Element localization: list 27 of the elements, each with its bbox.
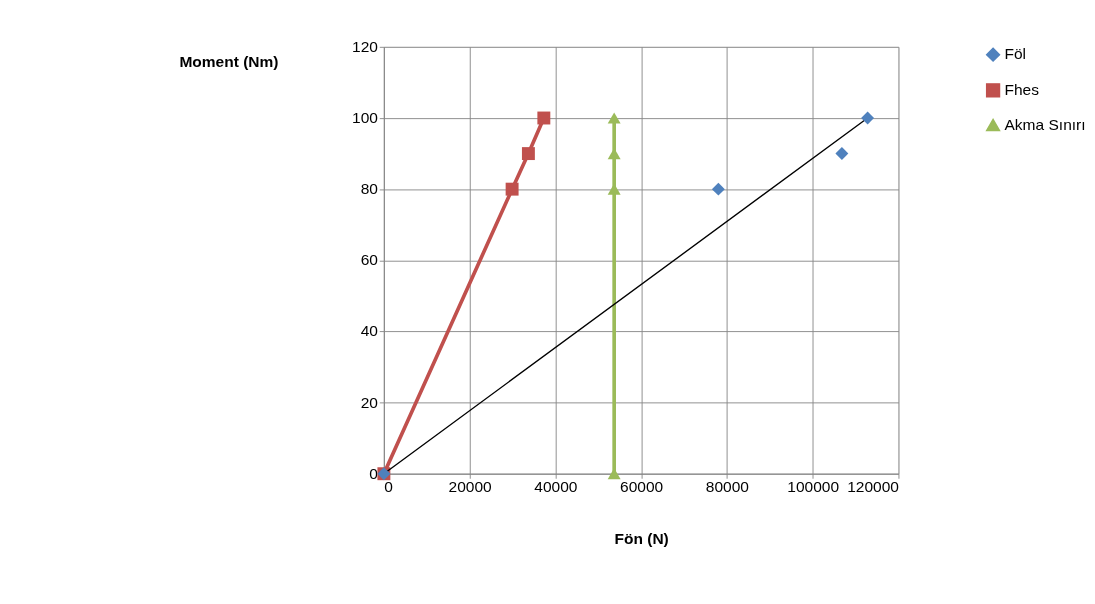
point [505,182,519,196]
point [711,182,725,196]
y-tick-label: 120 [352,37,379,55]
legend-label: Akma Sınırı [1004,115,1086,133]
y-axis-title: Moment (Nm) [179,52,279,70]
legend-label: Fhes [1004,80,1040,98]
x-axis-title: Fön (N) [614,529,669,547]
y-tick-label: 0 [369,464,379,482]
x-tick-label: 20000 [448,478,493,496]
point [521,147,535,161]
point [861,111,875,125]
y-tick-label: 20 [360,393,379,411]
x-tick-label: 100000 [787,478,840,496]
x-tick-label: 80000 [705,478,750,496]
x-tick-label: 60000 [620,478,664,496]
point [607,112,621,124]
y-tick-label: 80 [360,180,379,198]
x-tick-label: 0 [384,478,394,496]
point [607,468,621,480]
x-tick-label: 40000 [534,478,578,496]
y-tick-label: 100 [352,109,379,127]
y-tick-label: 60 [360,251,379,269]
y-tick-label: 40 [360,322,379,340]
point [537,111,551,125]
legend-label: Föl [1004,45,1027,63]
point [835,147,849,161]
x-tick-label: 120000 [847,478,900,496]
